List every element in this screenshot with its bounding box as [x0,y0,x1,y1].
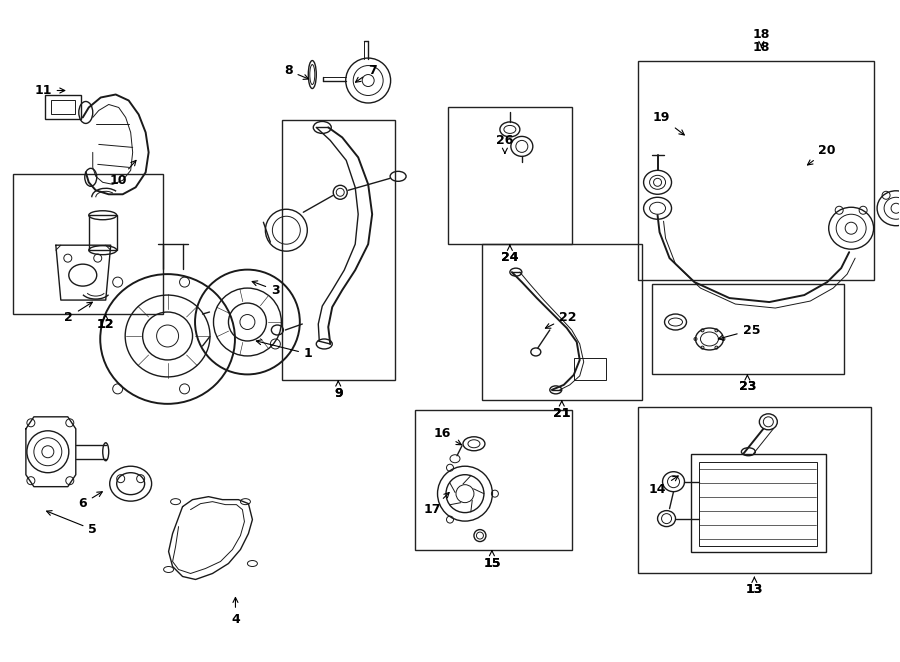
Bar [50,101,75,115]
Text: 17: 17 [423,493,449,516]
Text: 21: 21 [553,401,571,420]
Text: 7: 7 [356,64,376,82]
Text: 15: 15 [483,557,500,570]
Text: 18: 18 [752,41,770,54]
Bar [13,174,163,314]
Bar [652,284,844,374]
Text: 1: 1 [256,340,312,360]
Text: 23: 23 [739,375,756,393]
Text: 25: 25 [718,324,760,340]
Text: 5: 5 [47,510,97,536]
Text: 18: 18 [752,28,770,47]
Bar [573,358,606,380]
Text: 12: 12 [97,318,114,330]
Text: 4: 4 [231,598,239,626]
Text: 24: 24 [501,251,518,263]
Text: 9: 9 [334,381,343,401]
Text: 8: 8 [284,64,309,79]
Bar [45,95,81,119]
Text: 19: 19 [652,111,684,135]
Text: 6: 6 [78,492,103,510]
Text: 12: 12 [97,314,114,330]
Bar [637,60,874,280]
Text: 10: 10 [110,160,136,187]
Bar [482,244,642,400]
Text: 15: 15 [483,551,500,570]
Bar [283,120,395,380]
Bar [699,461,817,545]
Text: 16: 16 [433,427,462,445]
Text: 21: 21 [553,407,571,420]
Text: 11: 11 [34,84,65,97]
Text: 20: 20 [807,144,836,165]
Text: 3: 3 [252,281,280,297]
Text: 24: 24 [501,245,518,263]
Bar [691,453,826,551]
Text: 23: 23 [739,381,756,393]
Bar [637,407,871,573]
Bar [89,215,117,250]
Text: 2: 2 [65,303,93,324]
Bar [415,410,572,549]
Text: 26: 26 [496,134,514,153]
Text: 13: 13 [746,577,763,596]
Bar [448,107,572,244]
Text: 14: 14 [649,476,679,496]
Text: 13: 13 [746,583,763,596]
Text: 9: 9 [334,387,343,401]
Text: 22: 22 [545,310,577,328]
